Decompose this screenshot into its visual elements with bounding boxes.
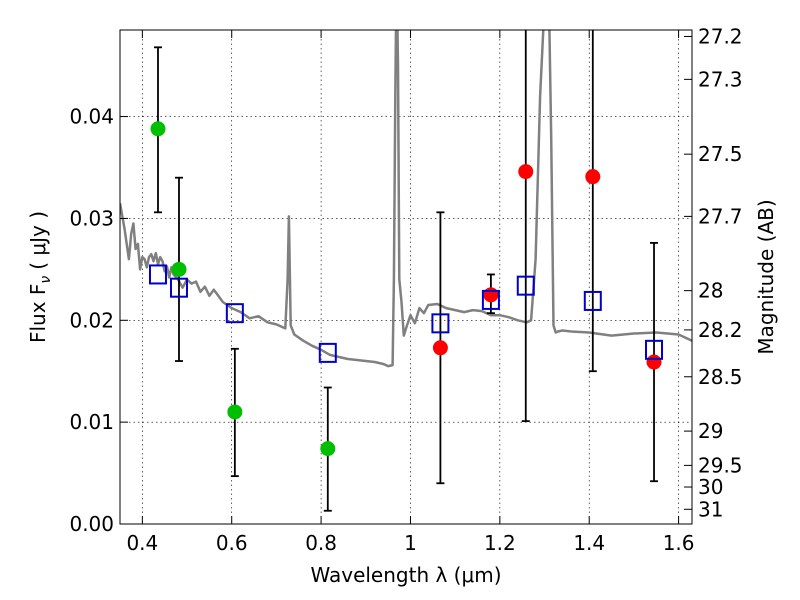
axis-ticks: 0.4 0.6 0.8 1 1.2 1.4 1.6 0.00 0.01 0.02 0.03 0.04 2…	[69, 24, 742, 555]
x-tick-label: 0.4	[126, 531, 158, 555]
model-photometry-square	[583, 290, 602, 311]
model-photometry-square	[516, 275, 535, 296]
mag-tick-label: 29	[698, 419, 723, 443]
model-photometry-square	[645, 339, 664, 360]
y-axis-label-main: Flux F	[26, 284, 50, 343]
y-axis-label-unit: ( μJy )	[26, 211, 50, 270]
model-photometry-square	[169, 277, 188, 298]
mag-tick-label: 27.2	[698, 24, 743, 48]
x-axis-label: Wavelength λ (μm)	[310, 563, 501, 587]
y-tick-label: 0.04	[69, 105, 114, 129]
model-photometry-square	[431, 313, 450, 334]
model-photometry-square	[225, 303, 244, 324]
x-tick-label: 1.2	[484, 531, 516, 555]
mag-tick-label: 29.5	[698, 453, 743, 477]
mag-tick-label: 27.7	[698, 204, 743, 228]
y-axis-label-subscript: ν	[38, 276, 54, 284]
y-tick-label: 0.03	[69, 206, 114, 230]
x-tick-label: 1.6	[663, 531, 695, 555]
sed-model-line	[120, 30, 692, 368]
mag-tick-label: 28.2	[698, 318, 743, 342]
red-detection-point	[646, 354, 662, 370]
green-detection-point	[320, 441, 336, 457]
green-detection-point	[171, 261, 187, 277]
y-tick-label: 0.01	[69, 410, 114, 434]
plot-series	[120, 30, 692, 512]
red-detection-point	[483, 287, 499, 303]
model-photometry-square	[481, 289, 500, 310]
y-tick-label: 0.02	[69, 308, 114, 332]
x-tick-label: 0.6	[216, 531, 248, 555]
y-axis-label: Flux Fν ( μJy )	[26, 211, 54, 343]
mag-tick-label: 28.5	[698, 365, 743, 389]
mag-tick-label: 31	[698, 497, 723, 521]
mag-tick-label: 28	[698, 279, 723, 303]
y2-axis-label: Magnitude (AB)	[754, 199, 778, 354]
green-detection-point	[150, 121, 166, 137]
y-tick-label: 0.00	[69, 512, 114, 536]
model-photometry-square	[148, 264, 167, 285]
green-detection-point	[227, 404, 243, 420]
x-tick-label: 1.4	[573, 531, 605, 555]
mag-tick-label: 30	[698, 475, 723, 499]
plot-frame	[119, 29, 693, 525]
grid	[120, 30, 692, 525]
x-tick-label: 1	[404, 531, 417, 555]
red-detection-point	[432, 340, 448, 356]
red-detection-point	[518, 164, 534, 180]
mag-tick-label: 27.5	[698, 142, 743, 166]
mag-tick-label: 27.3	[698, 67, 743, 91]
x-tick-label: 0.8	[305, 531, 337, 555]
model-photometry-square	[318, 342, 337, 363]
red-detection-point	[585, 169, 601, 185]
